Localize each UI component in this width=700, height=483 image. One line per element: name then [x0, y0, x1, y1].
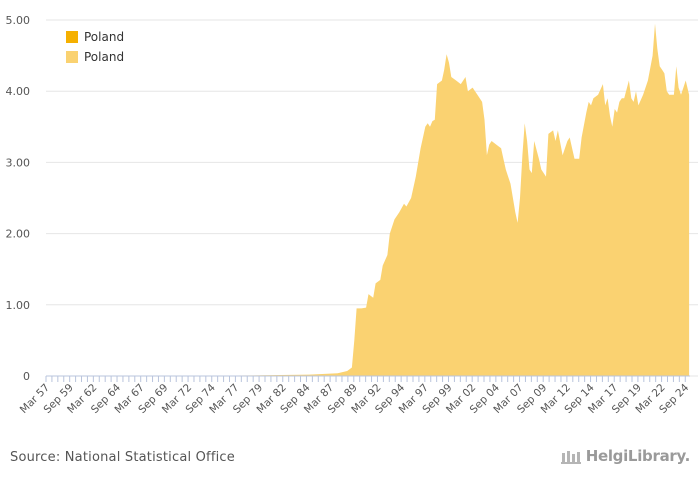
legend-swatch: [66, 51, 78, 63]
source-note: Source: National Statistical Office: [10, 450, 235, 465]
legend-swatch: [66, 31, 78, 43]
y-tick-label: 2.00: [6, 228, 31, 241]
y-tick-label: 3.00: [6, 156, 31, 169]
legend: Poland Poland: [66, 30, 124, 64]
y-tick-label: 0: [23, 370, 30, 383]
series-area-poland: [46, 23, 690, 376]
y-axis-ticks: 0 1.00 2.00 3.00 4.00 5.00: [6, 14, 31, 383]
brand-logo[interactable]: HelgiLibrary.: [560, 447, 690, 465]
y-tick-label: 5.00: [6, 14, 31, 27]
y-tick-label: 4.00: [6, 85, 31, 98]
library-icon: [560, 451, 581, 464]
legend-label: Poland: [84, 30, 124, 44]
legend-label: Poland: [84, 50, 124, 64]
brand-name: HelgiLibrary.: [585, 447, 691, 465]
y-tick-label: 1.00: [6, 299, 31, 312]
series-area-layer: [46, 23, 690, 376]
